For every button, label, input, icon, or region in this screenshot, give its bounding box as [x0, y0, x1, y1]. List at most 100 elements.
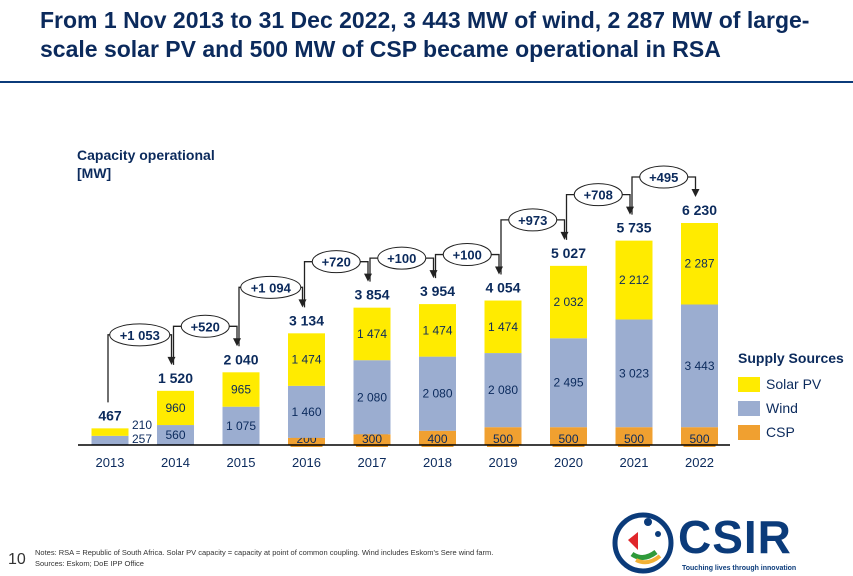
data-label: 500: [689, 432, 709, 446]
x-tick-label: 2016: [292, 455, 321, 470]
arrow-down-icon: [560, 231, 569, 240]
data-label: 500: [493, 432, 513, 446]
legend-label: Solar PV: [766, 376, 822, 392]
data-label: 1 474: [422, 323, 452, 337]
data-label: 3 023: [619, 366, 649, 380]
data-label: 2 032: [553, 295, 583, 309]
delta-label: +520: [191, 319, 220, 334]
delta-bubble: [508, 208, 558, 232]
delta-bubble: [573, 183, 623, 207]
bar-wind: [91, 435, 129, 445]
bar-solar-pv: [157, 390, 194, 426]
data-label: 2 287: [684, 257, 714, 271]
bar-wind: [353, 360, 391, 435]
delta-label: +973: [518, 213, 547, 228]
delta-bubble: [377, 246, 427, 270]
sources-text: Sources: Eskom; DoE IPP Office: [35, 559, 144, 568]
arrow-down-icon: [691, 189, 700, 197]
data-label: 1 474: [488, 320, 518, 334]
bar-wind: [419, 356, 456, 431]
data-label: 560: [165, 428, 185, 442]
csp-label-box: [683, 431, 716, 447]
bar-wind: [550, 338, 587, 428]
legend-item-wind: Wind: [738, 396, 844, 420]
total-label: 5 735: [616, 220, 651, 236]
data-label: 3 443: [684, 359, 714, 373]
legend-item-csp: CSP: [738, 420, 844, 444]
arrow-down-icon: [495, 266, 503, 275]
data-label: 300: [362, 432, 382, 446]
bar-wind: [484, 353, 522, 428]
slide-title: From 1 Nov 2013 to 31 Dec 2022, 3 443 MW…: [40, 7, 810, 62]
data-label: 2 212: [619, 273, 649, 287]
arrow-down-icon: [167, 356, 176, 365]
data-label: 1 460: [291, 405, 321, 419]
csp-label-box: [552, 431, 585, 447]
delta-label: +720: [322, 255, 351, 270]
total-label: 3 954: [420, 283, 455, 299]
delta-bubble: [639, 165, 689, 189]
data-label: 1 474: [291, 353, 321, 367]
x-tick-label: 2019: [489, 455, 518, 470]
x-tick-label: 2013: [96, 455, 125, 470]
data-label: 2 080: [422, 387, 452, 401]
x-tick-label: 2022: [685, 455, 714, 470]
total-label: 467: [98, 407, 122, 423]
bar-wind: [288, 385, 325, 438]
total-label: 5 027: [551, 245, 586, 261]
legend-item-solar: Solar PV: [738, 372, 844, 396]
delta-label: +708: [584, 188, 613, 203]
delta-bubble: [109, 323, 171, 347]
x-tick-label: 2017: [358, 455, 387, 470]
delta-bubble: [442, 243, 492, 267]
delta-label: +495: [649, 170, 678, 185]
arrow-down-icon: [364, 273, 372, 282]
bar-solar-pv: [353, 307, 391, 361]
legend-swatch: [738, 424, 760, 440]
csp-label-box: [487, 431, 519, 447]
delta-label: +100: [387, 251, 416, 266]
bar-solar-pv: [288, 333, 325, 386]
arrow-down-icon: [298, 299, 307, 308]
legend: Supply Sources Solar PV Wind CSP: [738, 350, 844, 444]
bar-wind: [615, 319, 653, 428]
total-label: 3 134: [289, 312, 324, 328]
csir-logo: CSIR Touching lives through innovation: [610, 510, 835, 576]
legend-title: Supply Sources: [738, 350, 844, 366]
bar-solar-pv: [550, 265, 587, 339]
y-label-line1: Capacity operational: [77, 147, 215, 163]
legend-swatch: [738, 400, 760, 416]
delta-bubble: [311, 250, 361, 274]
arrow-down-icon: [233, 338, 241, 347]
logo-tagline: Touching lives through innovation: [682, 565, 797, 572]
data-label: 210: [132, 418, 152, 432]
logo-text: CSIR: [678, 511, 792, 563]
page-number: 10: [8, 551, 26, 568]
bar-solar-pv: [484, 300, 522, 354]
x-tick-label: 2021: [620, 455, 649, 470]
legend-swatch: [738, 376, 760, 392]
data-label: 500: [558, 432, 578, 446]
data-label: 500: [624, 432, 644, 446]
x-tick-label: 2020: [554, 455, 583, 470]
legend-label: Wind: [766, 400, 798, 416]
bar-wind: [681, 304, 718, 428]
notes-text: Notes: RSA = Republic of South Africa. S…: [35, 548, 494, 557]
total-label: 1 520: [158, 370, 193, 386]
delta-label: +100: [453, 248, 482, 263]
data-label: 400: [427, 432, 447, 446]
bar-solar-pv: [681, 223, 718, 305]
csp-label-box: [356, 431, 388, 447]
total-label: 3 854: [354, 287, 389, 303]
data-label: 960: [165, 401, 185, 415]
delta-bubble: [180, 314, 230, 338]
data-label: 2 495: [553, 376, 583, 390]
csp-label-box: [618, 431, 650, 447]
csir-emblem-icon: [612, 512, 674, 574]
data-label: 2 080: [357, 390, 387, 404]
bar-solar-pv: [419, 304, 456, 357]
bar-solar-pv: [91, 428, 129, 436]
arrow-down-icon: [429, 270, 438, 279]
y-axis-label: Capacity operational [MW]: [77, 146, 215, 182]
data-label: 965: [231, 383, 251, 397]
